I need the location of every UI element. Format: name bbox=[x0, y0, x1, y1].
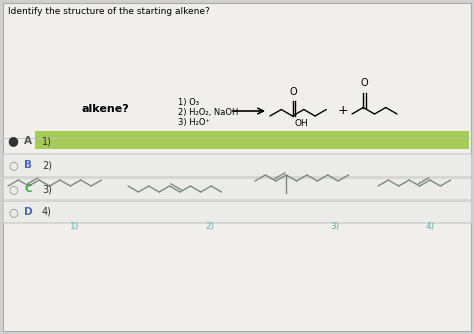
Text: 3): 3) bbox=[330, 221, 340, 230]
Text: O: O bbox=[290, 87, 297, 97]
Text: Identify the structure of the starting alkene?: Identify the structure of the starting a… bbox=[8, 7, 210, 16]
Text: A: A bbox=[24, 136, 32, 146]
Text: 3): 3) bbox=[42, 184, 52, 194]
Text: OH: OH bbox=[295, 119, 309, 128]
Text: 4): 4) bbox=[42, 207, 52, 217]
Text: ○: ○ bbox=[8, 160, 18, 170]
Text: 1): 1) bbox=[42, 136, 52, 146]
Text: B: B bbox=[24, 160, 32, 170]
Text: D: D bbox=[24, 207, 32, 217]
Text: O: O bbox=[360, 78, 368, 89]
Bar bbox=[3, 154, 471, 176]
Bar bbox=[35, 131, 469, 149]
Text: 2): 2) bbox=[205, 221, 215, 230]
Text: ○: ○ bbox=[8, 184, 18, 194]
Text: 2): 2) bbox=[42, 160, 52, 170]
Text: 3) H₂O⁺: 3) H₂O⁺ bbox=[178, 118, 210, 127]
Text: 1) O₃: 1) O₃ bbox=[178, 98, 199, 107]
Text: C: C bbox=[24, 184, 32, 194]
Text: ●: ● bbox=[8, 135, 18, 148]
Bar bbox=[3, 201, 471, 222]
Text: 4): 4) bbox=[426, 221, 435, 230]
Text: +: + bbox=[337, 105, 348, 118]
Bar bbox=[3, 178, 471, 199]
Text: ○: ○ bbox=[8, 207, 18, 217]
Text: alkene?: alkene? bbox=[81, 104, 129, 114]
Text: 2) H₂O₂, NaOH: 2) H₂O₂, NaOH bbox=[178, 108, 238, 117]
Text: 1): 1) bbox=[70, 221, 80, 230]
